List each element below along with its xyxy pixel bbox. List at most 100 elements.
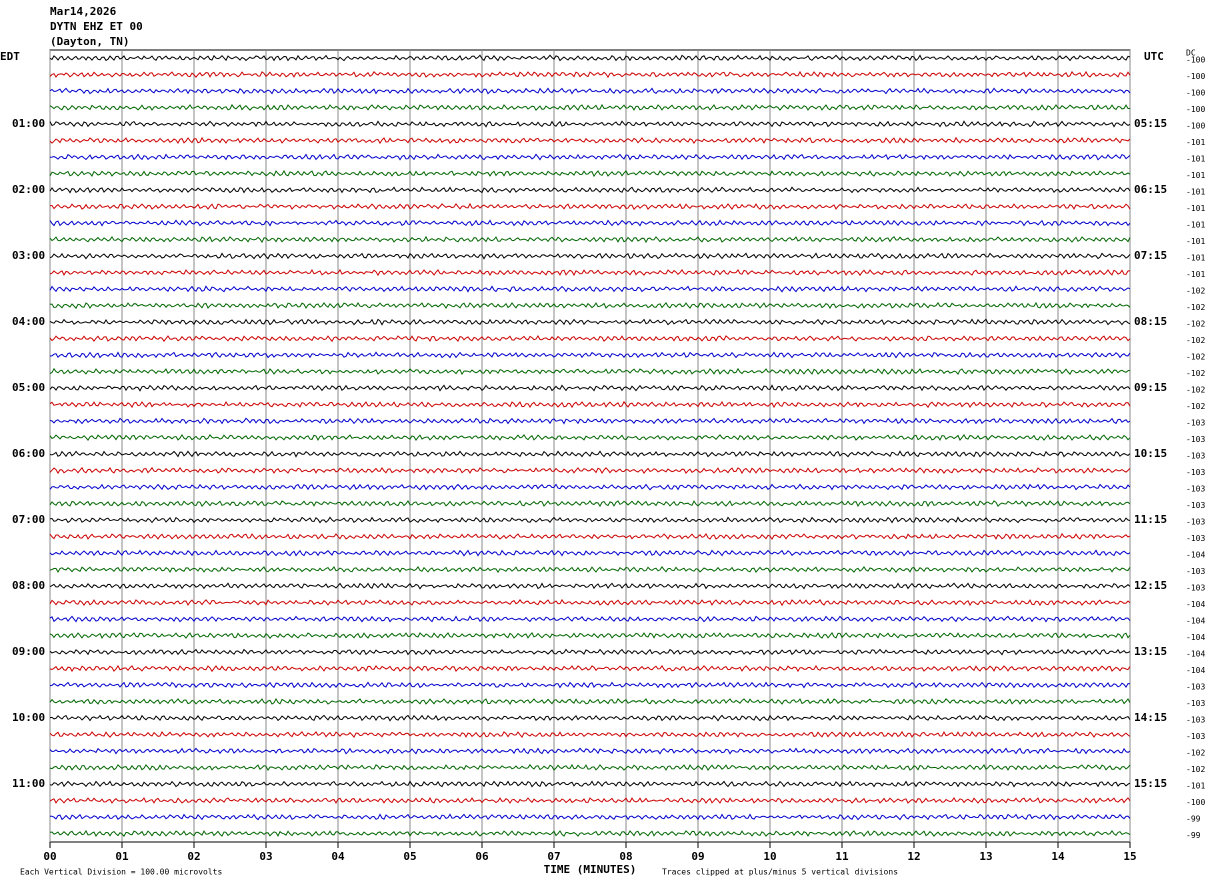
dc-value: -104 xyxy=(1186,666,1205,675)
dc-value: -101 xyxy=(1186,188,1205,197)
trace xyxy=(49,367,1131,376)
date: Mar14,2026 xyxy=(50,5,117,18)
x-tick-label: 02 xyxy=(187,850,200,863)
trace xyxy=(49,565,1131,574)
utc-label: 05:15 xyxy=(1134,117,1167,130)
x-tick-label: 13 xyxy=(979,850,992,863)
left-axis-title: EDT xyxy=(0,50,20,63)
trace xyxy=(49,648,1131,656)
trace xyxy=(49,318,1131,326)
dc-value: -103 xyxy=(1186,501,1205,510)
utc-label: 14:15 xyxy=(1134,711,1167,724)
x-tick-label: 09 xyxy=(691,850,704,863)
trace xyxy=(49,582,1131,590)
x-tick-label: 14 xyxy=(1051,850,1065,863)
dc-value: -102 xyxy=(1186,402,1205,411)
dc-value: -102 xyxy=(1186,353,1205,362)
trace xyxy=(49,301,1131,310)
edt-label: 01:00 xyxy=(12,117,45,130)
dc-value: -100 xyxy=(1186,122,1205,131)
trace xyxy=(49,400,1131,409)
trace xyxy=(49,202,1131,211)
trace xyxy=(49,169,1131,178)
trace xyxy=(49,87,1131,95)
trace xyxy=(49,351,1131,359)
dc-value: -102 xyxy=(1186,336,1205,345)
dc-value: -102 xyxy=(1186,765,1205,774)
utc-label: 12:15 xyxy=(1134,579,1167,592)
trace xyxy=(49,186,1131,194)
edt-label: 07:00 xyxy=(12,513,45,526)
trace xyxy=(49,714,1131,722)
x-tick-label: 11 xyxy=(835,850,849,863)
dc-value: -102 xyxy=(1186,369,1205,378)
dc-value: -103 xyxy=(1186,716,1205,725)
trace xyxy=(49,103,1130,112)
right-axis-title: UTC xyxy=(1144,50,1164,63)
edt-label: 04:00 xyxy=(12,315,45,328)
utc-label: 13:15 xyxy=(1134,645,1167,658)
trace xyxy=(49,615,1131,623)
dc-value: -103 xyxy=(1186,567,1205,576)
dc-value: -103 xyxy=(1186,419,1205,428)
utc-label: 07:15 xyxy=(1134,249,1167,262)
trace xyxy=(49,763,1131,772)
utc-label: 08:15 xyxy=(1134,315,1167,328)
dc-value: -101 xyxy=(1186,171,1205,180)
dc-value: -102 xyxy=(1186,320,1205,329)
trace xyxy=(49,54,1131,62)
trace xyxy=(49,483,1131,491)
dc-value: -101 xyxy=(1186,237,1205,246)
dc-value: -100 xyxy=(1186,56,1205,65)
dc-value: -104 xyxy=(1186,633,1205,642)
trace xyxy=(49,285,1131,293)
dc-value: -100 xyxy=(1186,105,1205,114)
x-tick-label: 05 xyxy=(403,850,416,863)
edt-label: 02:00 xyxy=(12,183,45,196)
trace xyxy=(49,516,1131,524)
edt-label: 11:00 xyxy=(12,777,45,790)
dc-value: -99 xyxy=(1186,815,1201,824)
dc-value: -102 xyxy=(1186,749,1205,758)
edt-label: 09:00 xyxy=(12,645,45,658)
trace xyxy=(49,136,1131,145)
trace xyxy=(49,235,1131,244)
station: DYTN EHZ ET 00 xyxy=(50,20,143,33)
dc-value: -103 xyxy=(1186,534,1205,543)
trace xyxy=(49,335,1131,343)
clip-note: Traces clipped at plus/minus 5 vertical … xyxy=(662,868,898,877)
plot-frame xyxy=(49,49,1131,843)
dc-value: -101 xyxy=(1186,221,1205,230)
dc-value: -103 xyxy=(1186,584,1205,593)
x-tick-label: 12 xyxy=(907,850,920,863)
x-tick-label: 10 xyxy=(763,850,776,863)
location: (Dayton, TN) xyxy=(50,35,129,48)
dc-value: -100 xyxy=(1186,89,1205,98)
dc-value: -103 xyxy=(1186,435,1205,444)
trace xyxy=(49,730,1131,739)
dc-value: -101 xyxy=(1186,254,1205,263)
dc-value: -104 xyxy=(1186,617,1205,626)
dc-value: -104 xyxy=(1186,600,1205,609)
scale-note: Each Vertical Division = 100.00 microvol… xyxy=(20,868,222,877)
utc-label: 09:15 xyxy=(1134,381,1167,394)
trace xyxy=(49,664,1131,673)
dc-value: -101 xyxy=(1186,138,1205,147)
trace xyxy=(49,549,1131,557)
edt-label: 10:00 xyxy=(12,711,45,724)
dc-value: -102 xyxy=(1186,303,1205,312)
dc-value: -101 xyxy=(1186,270,1205,279)
x-tick-label: 03 xyxy=(259,850,272,863)
x-tick-label: 15 xyxy=(1123,850,1136,863)
dc-value: -103 xyxy=(1186,732,1205,741)
x-tick-label: 00 xyxy=(43,850,56,863)
trace xyxy=(49,697,1131,705)
dc-value: -103 xyxy=(1186,468,1205,477)
dc-value: -101 xyxy=(1186,204,1205,213)
dc-value: -99 xyxy=(1186,831,1201,840)
edt-label: 03:00 xyxy=(12,249,45,262)
trace xyxy=(49,747,1131,755)
trace xyxy=(49,796,1131,805)
dc-value: -101 xyxy=(1186,155,1205,164)
